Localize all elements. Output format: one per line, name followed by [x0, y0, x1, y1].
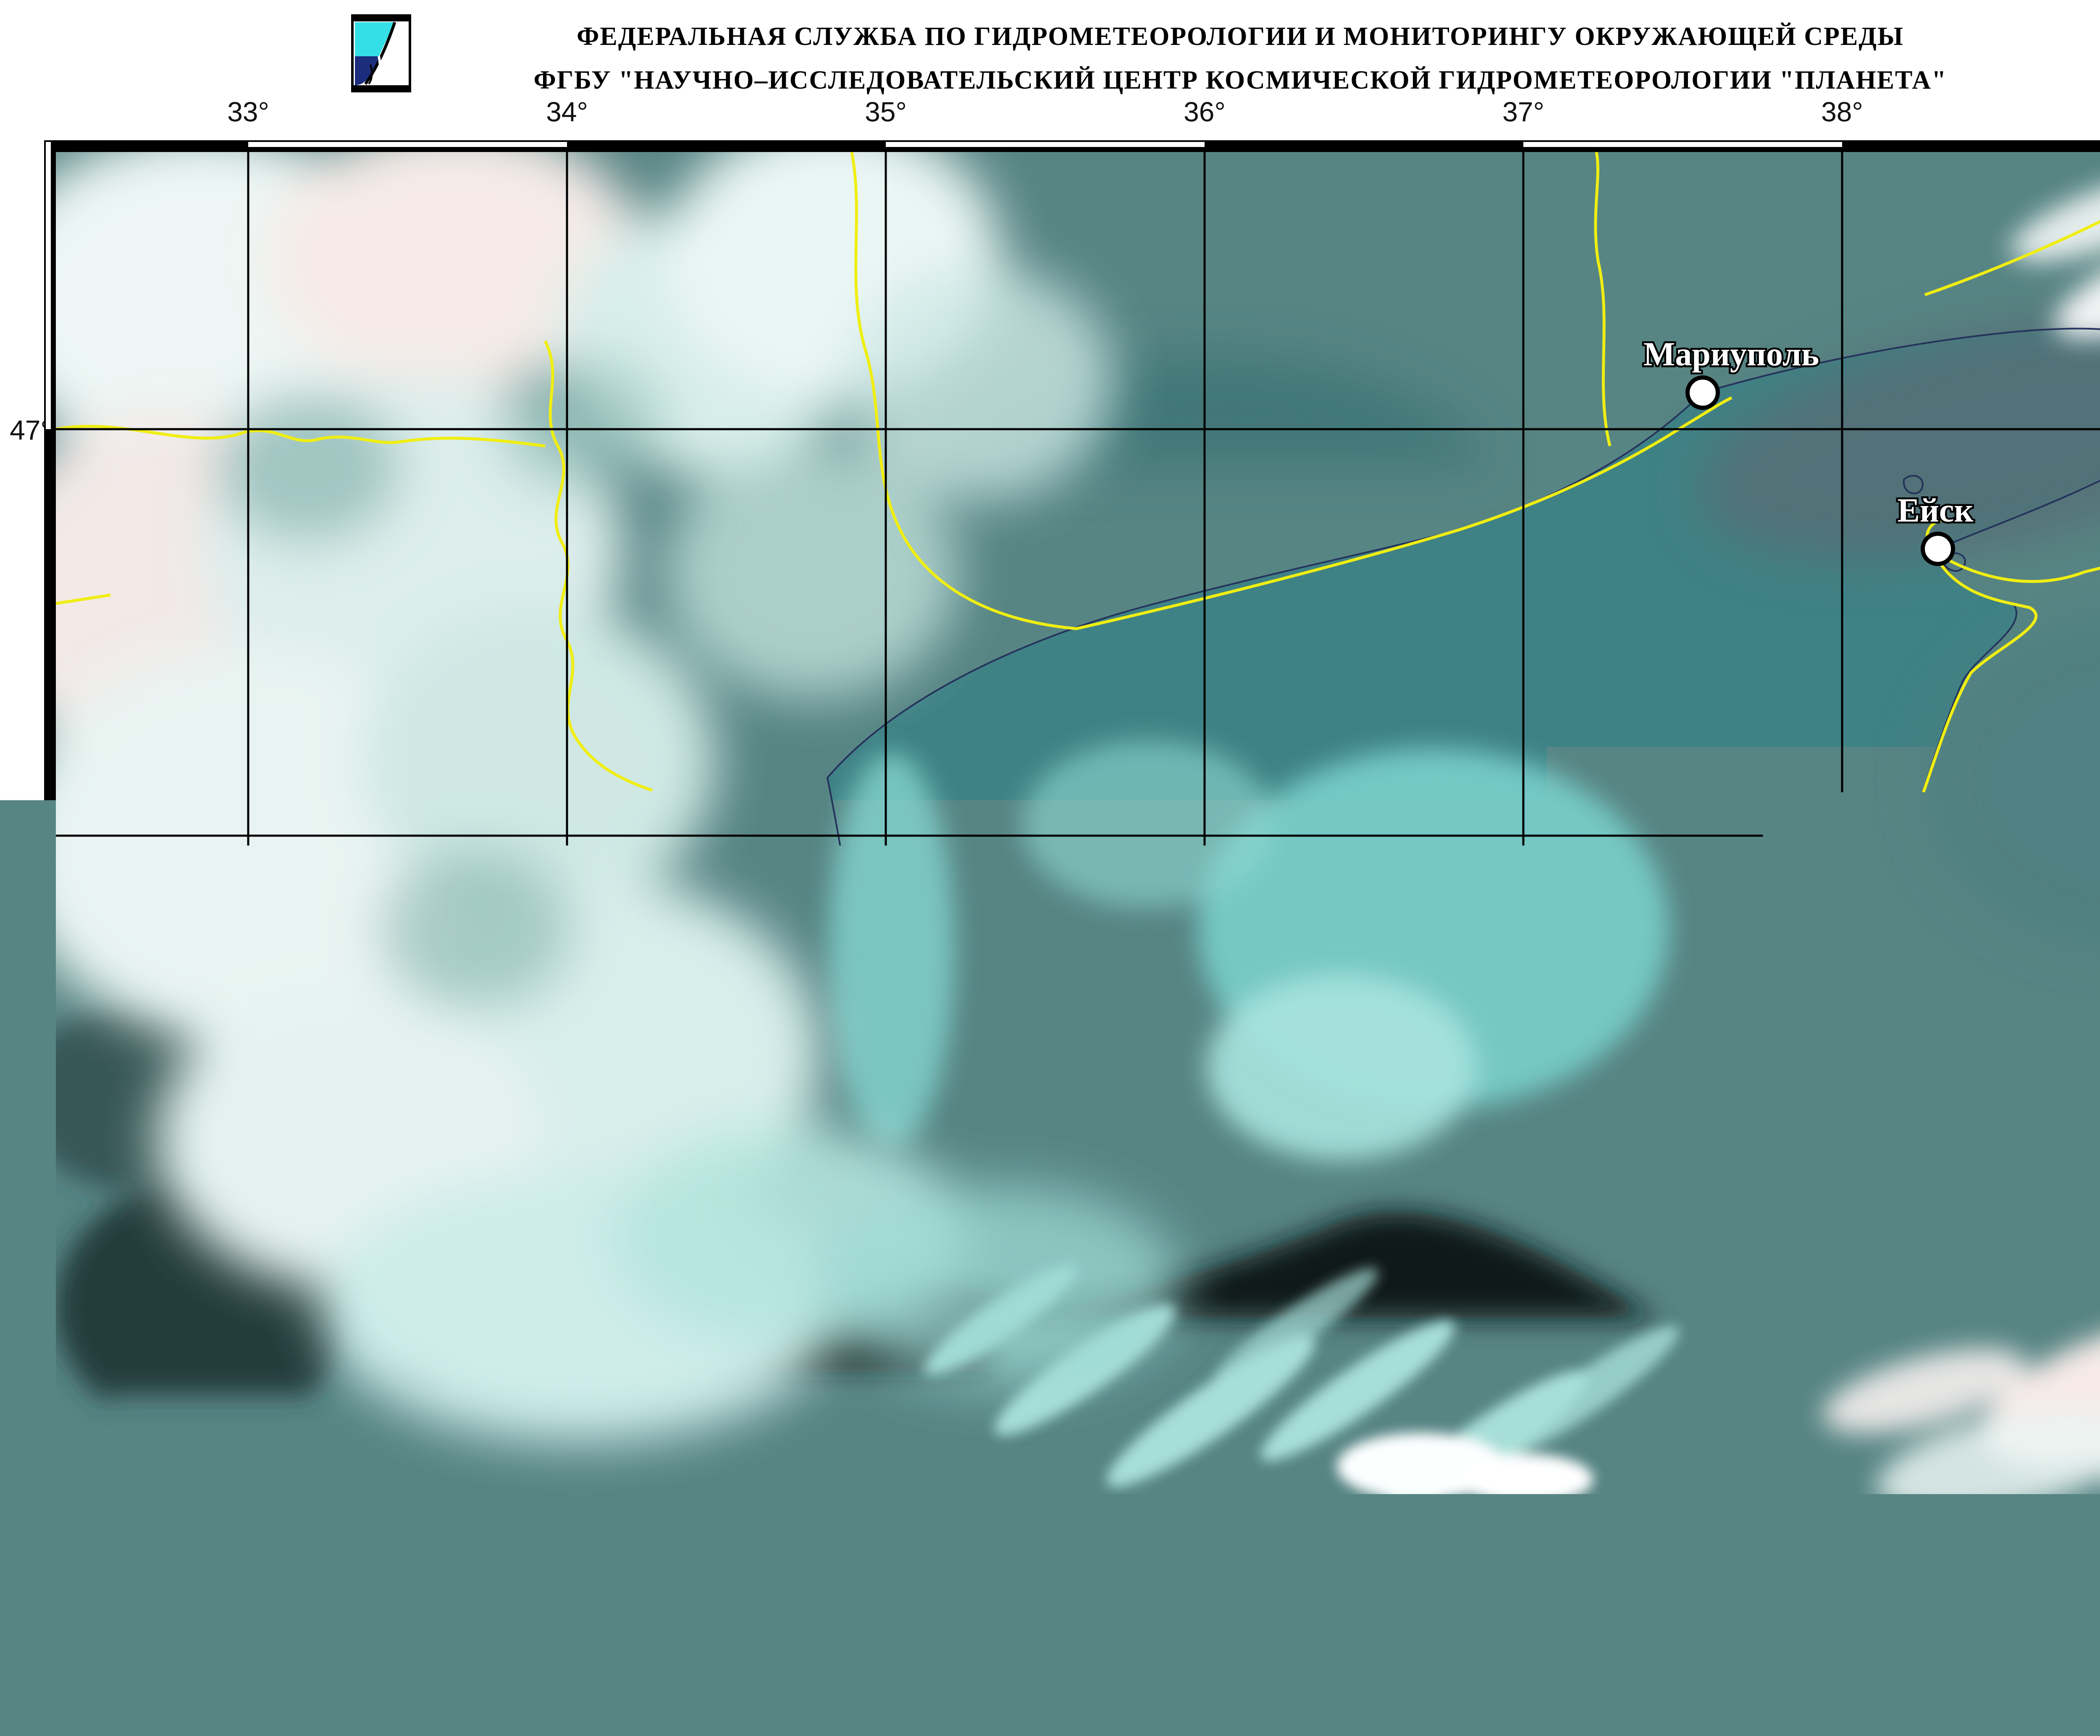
- contact-line: Б.Предтеченский пер. д.7: [90, 1586, 320, 1610]
- lon-label-top-36: 36°: [1169, 96, 1240, 128]
- legend-title: Условные обозначения:: [2012, 1571, 2100, 1597]
- legend-swatch-region-borders: [2038, 1605, 2100, 1612]
- contact-line-url: http://planet.iitp.ru: [90, 1681, 320, 1705]
- satellite-image: Мариуполь Ейск Ростов–на–Дону Керчь Симф…: [51, 147, 2100, 1499]
- label-simferopol: Симферополь: [536, 1214, 749, 1251]
- marker-kerch: [1344, 1080, 1374, 1110]
- marker-sevastopol: [407, 1364, 434, 1392]
- contact-line-email: E–mail asmus@planet.iitp.ru: [90, 1657, 320, 1681]
- marker-yeysk: [1923, 534, 1953, 564]
- marker-novorossiysk: [1761, 1325, 1791, 1355]
- lon-label-top-37: 37°: [1488, 96, 1559, 128]
- product-title: Азовское море. Обзорные наблюдения. Ледо…: [630, 1632, 1869, 1660]
- contact-line: факс 8(499) 252 6610: [90, 1634, 320, 1657]
- marker-simferopol: [588, 1268, 616, 1296]
- label-sevastopol: Севастополь: [356, 1327, 551, 1364]
- org-title-line1: ФЕДЕРАЛЬНАЯ СЛУЖБА ПО ГИДРОМЕТЕОРОЛОГИИ …: [0, 22, 2100, 52]
- lon-label-top-33: 33°: [213, 96, 284, 128]
- contact-block: ФГБУ "НИЦ "Планета" Россия 123242 Москва…: [90, 1538, 320, 1729]
- lon-label-bottom-34: 34°: [531, 1515, 603, 1547]
- lon-label-top-35: 35°: [850, 96, 921, 128]
- frame-band-top: [46, 142, 2100, 147]
- channels-ir: ИК – R(10.500–12.400 мкм), G(3.550–3.930…: [630, 1605, 1869, 1627]
- page: ФЕДЕРАЛЬНАЯ СЛУЖБА ПО ГИДРОМЕТЕОРОЛОГИИ …: [0, 0, 2100, 1736]
- legend-swatch-state-borders: [2038, 1632, 2100, 1639]
- channels-visible: спектральные каналы: видимые – R(1.580–1…: [630, 1578, 1869, 1600]
- satellite-info: КА NOAA–20/VIIRS, разрешение 375 м: [630, 1539, 1869, 1570]
- acquisition-datetime: 06.01.2026 23:04 UTC: [630, 1668, 1869, 1696]
- lon-label-top-38: 38°: [1806, 96, 1878, 128]
- org-title-line2: ФГБУ "НАУЧНО–ИССЛЕДОВАТЕЛЬСКИЙ ЦЕНТР КОС…: [0, 66, 2100, 95]
- contact-line: ФГБУ "НИЦ "Планета": [90, 1538, 320, 1562]
- projection-label: Проекция Миллера: [2012, 1540, 2100, 1566]
- contact-line: Россия 123242 Москва: [90, 1562, 320, 1586]
- label-mariupol: Мариуполь: [1643, 336, 1819, 373]
- frame-band-left: [46, 142, 51, 1504]
- lon-label-top-34: 34°: [531, 96, 603, 128]
- label-novorossiysk: Новороссийск: [1708, 1282, 1923, 1319]
- frame-band-bottom: [46, 1499, 2100, 1504]
- map-frame: Мариуполь Ейск Ростов–на–Дону Керчь Симф…: [44, 140, 2100, 1506]
- contact-line-url: http://planet.rssi.ru: [90, 1705, 320, 1729]
- contact-line: тел 8(499) 252 3717: [90, 1610, 320, 1634]
- label-yeysk: Ейск: [1897, 492, 1973, 529]
- label-kerch: Керчь: [1317, 1039, 1409, 1076]
- marker-mariupol: [1688, 378, 1718, 408]
